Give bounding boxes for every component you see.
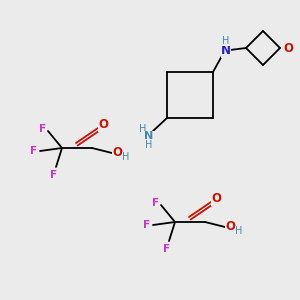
- Text: F: F: [152, 198, 160, 208]
- Text: N: N: [221, 44, 231, 58]
- Text: O: O: [225, 220, 235, 232]
- Text: H: H: [235, 226, 243, 236]
- Text: F: F: [39, 124, 46, 134]
- Text: F: F: [164, 244, 171, 254]
- Text: O: O: [112, 146, 122, 158]
- Text: O: O: [211, 193, 221, 206]
- Text: F: F: [30, 146, 38, 156]
- Text: H: H: [122, 152, 130, 162]
- Text: O: O: [98, 118, 108, 131]
- Text: H: H: [222, 36, 230, 46]
- Text: O: O: [283, 41, 293, 55]
- Text: F: F: [143, 220, 151, 230]
- Text: F: F: [50, 170, 58, 180]
- Text: H: H: [139, 124, 147, 134]
- Text: H: H: [145, 140, 153, 150]
- Text: N: N: [144, 131, 154, 141]
